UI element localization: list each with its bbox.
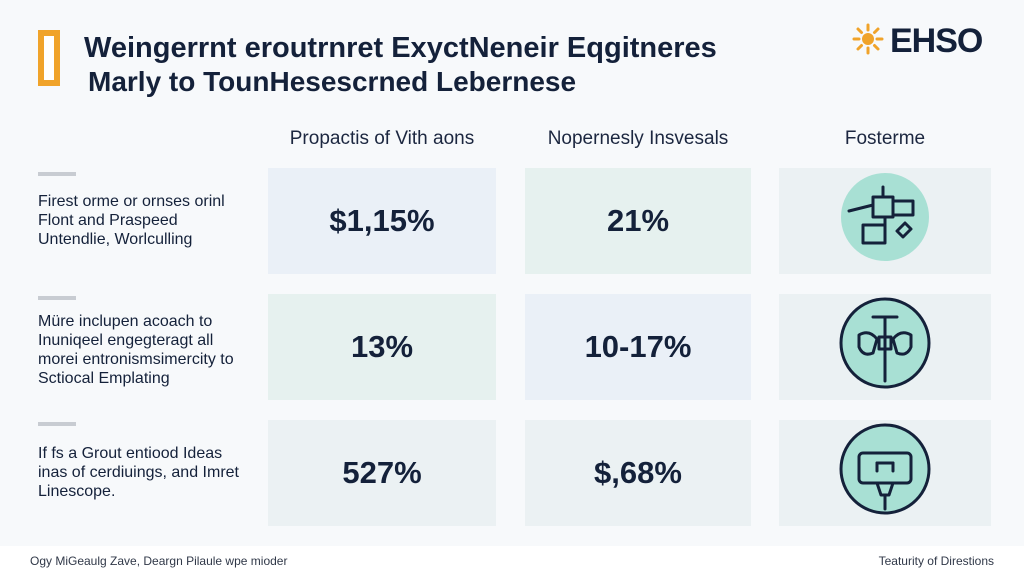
sun-icon [852,23,884,60]
brand-logo: EHSO [852,21,983,60]
row-label: If fs a Grout entiood Ideas inas of cerd… [38,445,239,500]
plug-device-icon [837,421,933,525]
robot-workstation-icon [837,169,933,273]
column-header-2: Nopernesly Insvesals [547,128,729,149]
row-divider [38,422,76,426]
table-cell-value: 13% [268,294,496,400]
column-header-3: Fosterme [844,128,926,149]
table-cell-value: 21% [525,168,751,274]
footer-link[interactable]: Teaturity of Direstions [878,554,994,568]
footer-bar [0,546,1024,576]
table-cell-icon [779,420,991,526]
page-subtitle: Marly to TounHesescrned Lebernese [88,66,577,97]
page-title: Weingerrnt eroutrnret ExyctNeneir Eqgitn… [84,32,717,64]
column-header-1: Propactis of Vith aons [289,128,475,149]
table-cell-value: $,68% [525,420,751,526]
accent-bracket [38,30,60,86]
robot-arm-icon [837,295,933,399]
footer-credit: Ogy MiGeaulg Zave, Deargn Pilaule wpe mi… [30,554,288,568]
table-cell-icon [779,168,991,274]
row-label: Müre inclupen acoach to Inuniqeel engegt… [38,313,234,387]
logo-text: EHSO [890,21,983,60]
table-cell-value: 10-17% [525,294,751,400]
table-cell-value: 527% [268,420,496,526]
row-divider [38,296,76,300]
row-divider [38,172,76,176]
table-cell-value: $1,15% [268,168,496,274]
table-cell-icon [779,294,991,400]
row-label: Firest orme or ornses orinl Flont and Pr… [38,193,225,248]
